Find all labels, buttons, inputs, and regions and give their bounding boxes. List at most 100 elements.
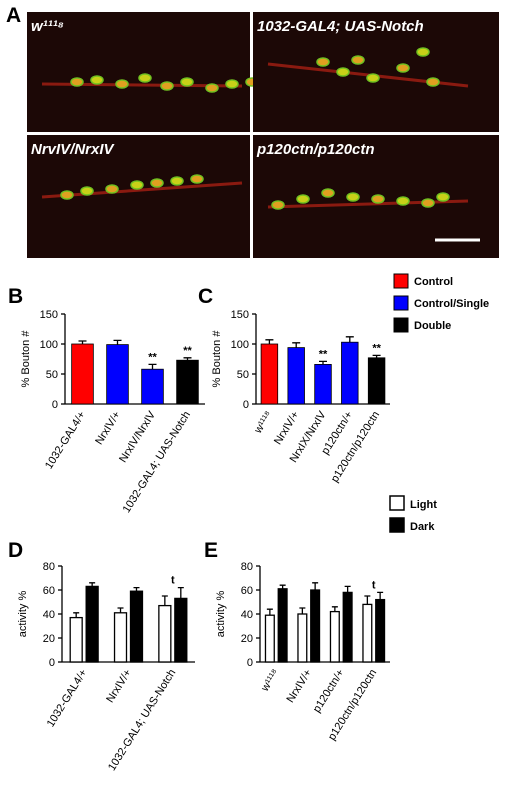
x-tick-label: NrxIV/+ bbox=[285, 667, 315, 705]
bouton bbox=[421, 198, 435, 208]
error-bar bbox=[183, 357, 192, 361]
y-tick-label: 60 bbox=[43, 585, 55, 597]
bouton bbox=[180, 77, 194, 87]
bouton bbox=[371, 194, 385, 204]
bouton bbox=[321, 188, 335, 198]
bar bbox=[174, 597, 188, 663]
legend-swatch bbox=[393, 317, 409, 333]
error-bar bbox=[117, 607, 124, 613]
bouton bbox=[366, 73, 380, 83]
bar bbox=[287, 347, 305, 405]
bar bbox=[264, 614, 275, 663]
bouton bbox=[225, 79, 239, 89]
image-label: NrvIV/NrxIV bbox=[31, 141, 116, 158]
y-tick-label: 40 bbox=[43, 609, 55, 621]
micrograph bbox=[27, 12, 250, 132]
y-tick-label: 20 bbox=[241, 633, 253, 645]
y-tick-label: 0 bbox=[52, 399, 58, 411]
bar bbox=[158, 604, 172, 663]
legend-label: Control/Single bbox=[414, 298, 489, 310]
bar bbox=[176, 359, 199, 405]
x-tick-label: p120ctn/+ bbox=[311, 667, 347, 715]
panel-letter: B bbox=[8, 285, 23, 308]
bouton bbox=[150, 178, 164, 188]
bouton bbox=[130, 180, 144, 190]
error-bar bbox=[177, 586, 184, 599]
bouton bbox=[351, 55, 365, 65]
panel-letter: C bbox=[198, 285, 213, 308]
bouton bbox=[316, 57, 330, 67]
bouton bbox=[396, 196, 410, 206]
micrograph bbox=[253, 12, 499, 132]
error-bar bbox=[319, 360, 327, 365]
x-tick-label: 1032-GAL4/+ bbox=[43, 409, 88, 471]
image-label: 1032-GAL4; UAS-Notch bbox=[257, 18, 424, 35]
nerve bbox=[41, 181, 243, 199]
error-bar bbox=[161, 595, 168, 606]
bar bbox=[367, 357, 386, 405]
error-bar bbox=[344, 585, 351, 593]
legend-swatch bbox=[389, 517, 405, 533]
legend-swatch bbox=[393, 273, 409, 289]
error-bar bbox=[372, 354, 381, 358]
error-bar bbox=[377, 591, 384, 600]
bar bbox=[342, 591, 353, 663]
bar bbox=[71, 343, 94, 405]
bar bbox=[314, 363, 332, 405]
significance: ** bbox=[148, 351, 157, 363]
bar bbox=[375, 598, 386, 663]
y-tick-label: 0 bbox=[247, 657, 253, 669]
bouton bbox=[396, 63, 410, 73]
y-tick-label: 60 bbox=[241, 585, 253, 597]
y-tick-label: 40 bbox=[241, 609, 253, 621]
x-tick-label: 1032-GAL4; UAS-Notch bbox=[121, 409, 193, 515]
y-tick-label: 100 bbox=[231, 339, 249, 351]
y-axis-label: % Bouton # bbox=[20, 330, 32, 388]
y-axis-label: activity % bbox=[215, 591, 227, 638]
panel-letter: E bbox=[204, 539, 218, 562]
y-tick-label: 20 bbox=[43, 633, 55, 645]
error-bar bbox=[133, 586, 140, 592]
bouton bbox=[426, 77, 440, 87]
legend-label: Light bbox=[410, 499, 437, 511]
y-tick-label: 80 bbox=[241, 561, 253, 573]
bar bbox=[129, 590, 144, 663]
bar bbox=[106, 344, 129, 405]
bouton bbox=[436, 192, 450, 202]
error-bar bbox=[345, 336, 354, 343]
bar bbox=[329, 610, 340, 663]
bouton bbox=[60, 190, 74, 200]
y-tick-label: 150 bbox=[231, 309, 249, 321]
y-tick-label: 100 bbox=[40, 339, 58, 351]
significance: t bbox=[372, 579, 376, 591]
bouton bbox=[70, 77, 84, 87]
bouton bbox=[138, 73, 152, 83]
bar bbox=[141, 368, 164, 405]
x-tick-label: w¹¹¹⁸ bbox=[259, 667, 282, 694]
x-tick-label: NrxIV/+ bbox=[104, 667, 134, 705]
y-tick-label: 150 bbox=[40, 309, 58, 321]
bar bbox=[113, 612, 128, 663]
error-bar bbox=[331, 606, 338, 612]
bouton bbox=[90, 75, 104, 85]
panel-letter: D bbox=[8, 539, 23, 562]
nerve bbox=[267, 199, 469, 209]
legend-label: Dark bbox=[410, 521, 435, 533]
error-bar bbox=[89, 582, 96, 587]
significance: ** bbox=[319, 348, 328, 360]
bouton bbox=[271, 200, 285, 210]
error-bar bbox=[113, 339, 122, 345]
legend-swatch bbox=[389, 495, 405, 511]
x-tick-label: NrxIV/+ bbox=[93, 409, 123, 447]
bar bbox=[85, 585, 99, 663]
y-tick-label: 0 bbox=[49, 657, 55, 669]
bouton bbox=[105, 184, 119, 194]
significance: ** bbox=[372, 342, 381, 354]
bar bbox=[69, 616, 83, 663]
error-bar bbox=[364, 595, 371, 605]
error-bar bbox=[265, 339, 274, 344]
y-axis-label: % Bouton # bbox=[211, 330, 223, 388]
error-bar bbox=[148, 363, 157, 370]
error-bar bbox=[299, 607, 306, 614]
y-tick-label: 80 bbox=[43, 561, 55, 573]
